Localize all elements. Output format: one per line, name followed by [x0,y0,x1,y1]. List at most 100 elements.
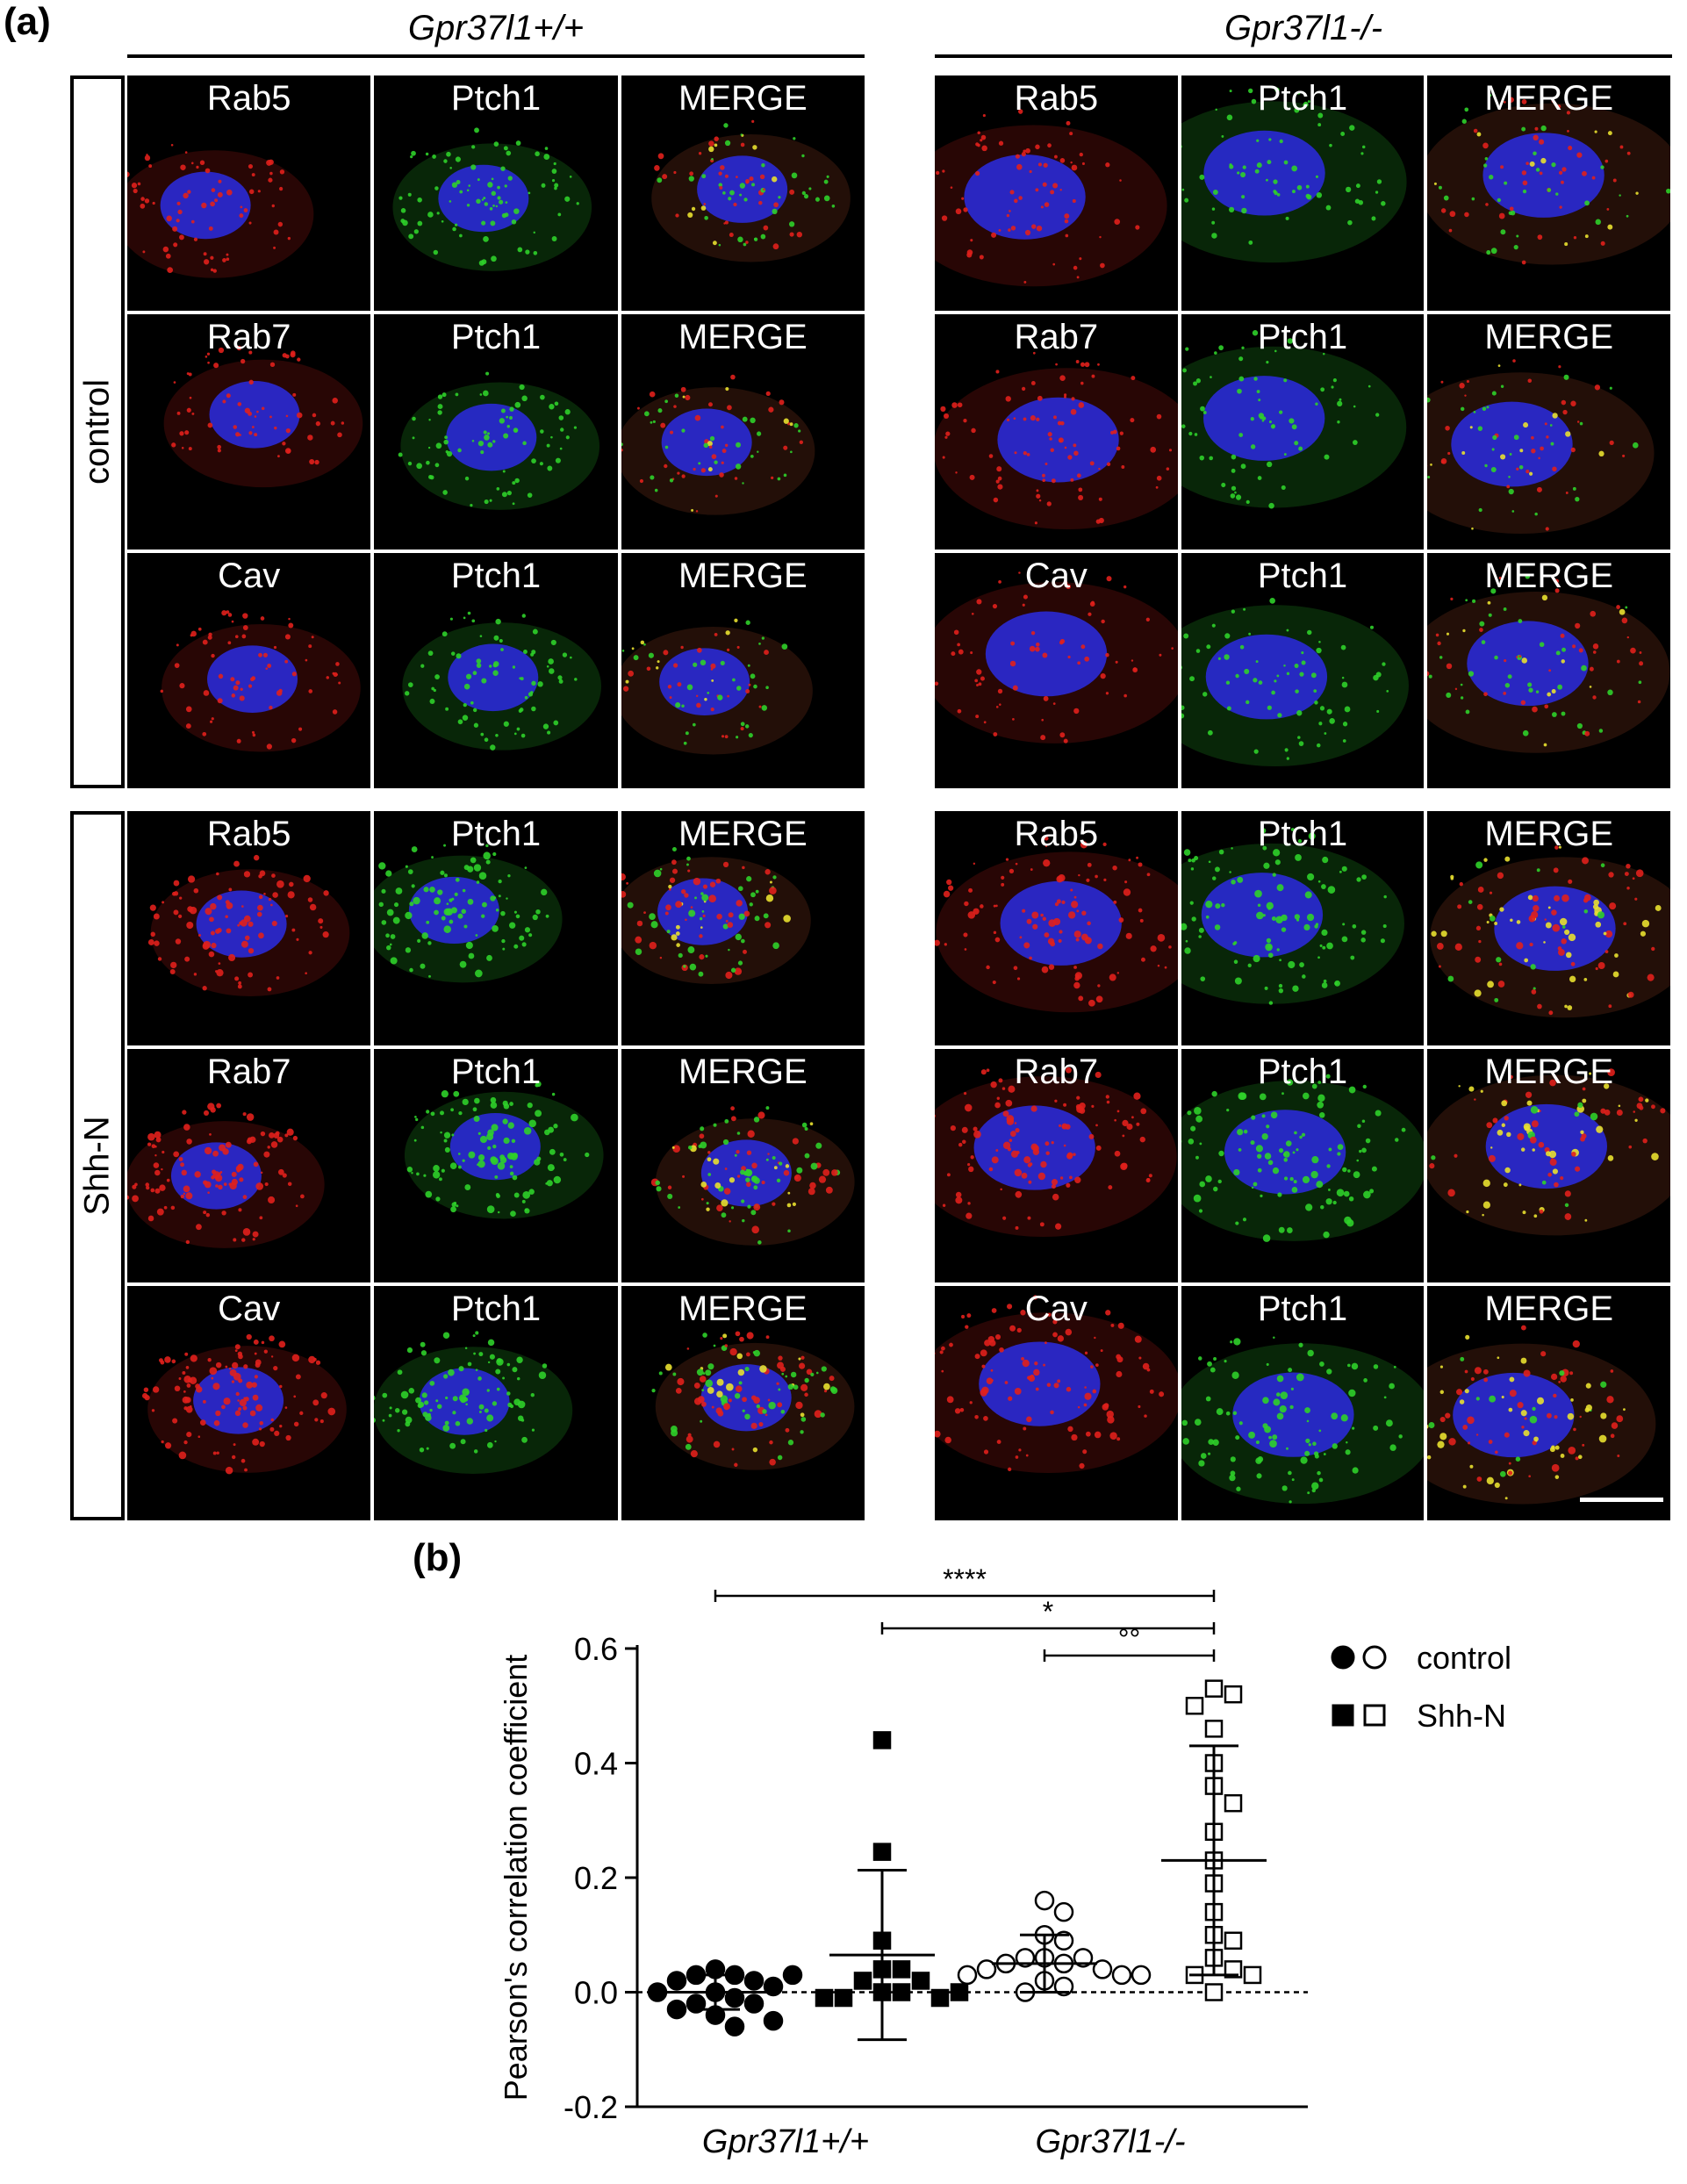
punctum [1608,1004,1612,1009]
punctum [1018,1448,1022,1452]
punctum [1501,384,1504,388]
punctum [487,442,493,448]
punctum [1441,460,1446,464]
punctum [492,1401,498,1406]
punctum [543,723,549,729]
punctum [269,705,273,710]
punctum [440,1131,443,1134]
micrograph-wt-control-rab7-ptch1: Ptch1 [374,314,618,550]
y-tick-label: 0.6 [574,1631,618,1667]
punctum [205,356,208,358]
punctum [692,722,696,727]
punctum [252,1395,259,1401]
punctum [1064,219,1069,224]
punctum [507,490,513,496]
punctum [792,137,796,140]
punctum [1042,473,1045,478]
punctum [980,904,984,909]
punctum [621,449,623,452]
micrograph-ko-shhn-rab7-ptch1: Ptch1 [1181,1048,1425,1283]
punctum [963,207,968,212]
punctum [564,1157,567,1161]
punctum [1205,1396,1211,1402]
punctum [980,1389,987,1397]
punctum [771,1202,776,1206]
punctum [189,906,197,915]
punctum [1448,1438,1457,1446]
punctum [1572,1340,1581,1348]
punctum [234,1349,238,1353]
punctum [494,1175,499,1179]
punctum [211,1377,214,1380]
punctum [506,150,512,156]
punctum [1371,1166,1377,1172]
punctum [671,868,678,874]
punctum [1341,681,1347,688]
punctum [1521,657,1528,664]
punctum [1635,191,1640,195]
punctum [749,176,754,182]
punctum [674,393,678,398]
punctum [750,673,756,679]
punctum [737,960,743,966]
punctum [1484,463,1489,468]
punctum [1056,875,1064,883]
punctum [1316,191,1322,198]
punctum [444,873,449,878]
punctum [1286,629,1289,632]
punctum [1308,1443,1311,1447]
punctum [504,721,510,727]
punctum [242,1227,251,1236]
punctum [279,1425,283,1428]
punctum [270,903,273,907]
punctum [1575,496,1580,502]
punctum [1626,214,1629,218]
punctum [473,1352,477,1355]
punctum [772,202,779,208]
punctum [176,219,180,223]
punctum [1052,1193,1059,1201]
punctum [766,1153,770,1155]
punctum [398,452,403,457]
punctum [686,863,689,866]
punctum [487,1129,495,1136]
punctum [1429,1162,1435,1168]
punctum [700,1389,704,1392]
punctum [1376,179,1382,184]
punctum [190,1405,192,1408]
punctum [709,881,715,887]
punctum [502,1376,506,1380]
punctum [968,887,973,893]
punctum [1304,1203,1312,1211]
punctum [475,934,478,937]
punctum [621,873,626,881]
punctum [1199,174,1204,180]
punctum [707,140,714,147]
punctum [233,685,239,691]
punctum [724,140,730,147]
punctum [495,733,499,737]
punctum [225,915,228,919]
punctum [1352,440,1358,445]
punctum [783,1169,789,1176]
punctum [710,708,714,712]
punctum [1276,674,1279,678]
punctum [664,445,668,449]
punctum [652,420,656,424]
punctum [1181,713,1184,719]
punctum [1055,363,1058,366]
punctum [199,1419,206,1426]
punctum [1474,989,1482,997]
punctum [284,634,291,640]
data-point-circle [743,1994,765,2014]
punctum [1257,1167,1262,1173]
punctum [707,1150,711,1154]
punctum [777,1455,783,1461]
punctum [1332,1443,1338,1449]
punctum [1267,138,1272,141]
punctum [999,703,1001,706]
punctum [1638,680,1642,685]
punctum [721,449,727,454]
punctum [800,154,805,158]
punctum [173,381,176,384]
